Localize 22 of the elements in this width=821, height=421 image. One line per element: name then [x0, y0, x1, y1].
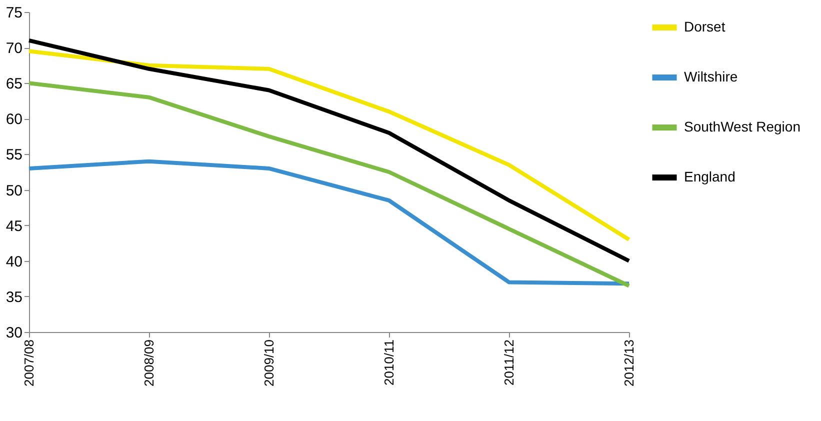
y-tick-label: 45	[6, 218, 22, 235]
x-tick-label: 2012/13	[622, 340, 636, 386]
legend-label: SouthWest Region	[684, 118, 800, 134]
legend-label: Wiltshire	[684, 68, 738, 84]
x-tick-label: 2007/08	[22, 340, 36, 386]
y-tick-label: 35	[6, 288, 22, 306]
y-tick-label: 60	[6, 111, 22, 128]
x-tick-label: 2011/12	[502, 340, 516, 386]
x-tick-label: 2009/10	[262, 340, 276, 386]
line-series	[27, 159, 631, 286]
y-tick-label: 50	[6, 182, 22, 200]
line-series	[27, 81, 631, 288]
y-tick-label: 55	[6, 146, 22, 164]
x-tick-label: 2010/11	[382, 340, 396, 386]
y-tick-label: 70	[6, 40, 22, 58]
y-tick-label: 30	[6, 324, 22, 342]
legend-label: England	[684, 168, 736, 184]
y-tick-label: 40	[6, 253, 22, 270]
y-tick-label: 75	[6, 4, 22, 22]
y-tick-label: 65	[6, 76, 22, 93]
x-tick-label: 2008/09	[142, 340, 156, 386]
legend-label: Dorset	[684, 18, 726, 34]
